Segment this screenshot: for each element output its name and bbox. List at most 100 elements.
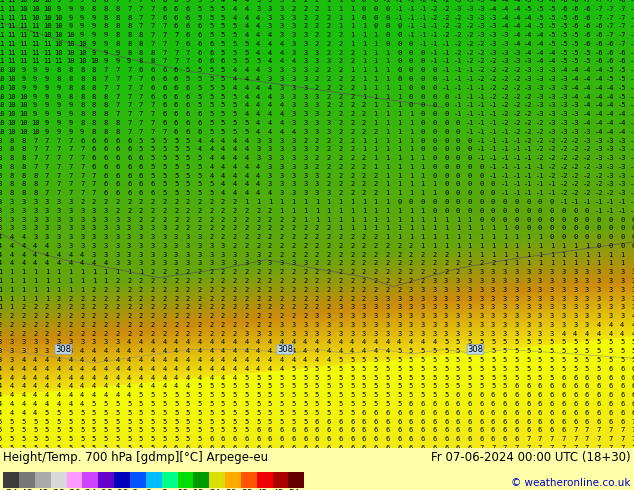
Text: 2: 2	[209, 313, 214, 319]
Text: 5: 5	[444, 340, 448, 345]
Text: 6: 6	[632, 401, 634, 407]
Text: 0: 0	[514, 208, 519, 214]
Text: 2: 2	[456, 261, 460, 267]
Text: -38: -38	[51, 489, 65, 490]
Text: 4: 4	[139, 348, 143, 354]
Text: 2: 2	[0, 322, 2, 328]
Text: 1: 1	[420, 155, 425, 161]
Text: 0: 0	[444, 94, 448, 99]
Text: 7: 7	[620, 445, 624, 451]
Text: 6: 6	[409, 445, 413, 451]
Text: 5: 5	[162, 401, 167, 407]
Text: 1: 1	[385, 58, 389, 65]
Text: 0: 0	[432, 138, 437, 144]
Text: 3: 3	[22, 225, 25, 231]
Text: 5: 5	[256, 410, 261, 416]
Text: 6: 6	[620, 383, 624, 390]
Text: 5: 5	[409, 357, 413, 363]
Text: 1: 1	[538, 252, 542, 258]
Text: 2: 2	[327, 234, 331, 240]
Text: 8: 8	[10, 138, 14, 144]
Text: 5: 5	[292, 401, 295, 407]
Bar	[273, 472, 288, 489]
Text: 8: 8	[92, 94, 96, 99]
Text: 2: 2	[303, 252, 307, 258]
Text: 4: 4	[186, 366, 190, 372]
Text: 5: 5	[362, 357, 366, 363]
Text: 7: 7	[150, 24, 155, 29]
Text: 3: 3	[303, 155, 307, 161]
Text: -3: -3	[571, 129, 579, 135]
Text: 2: 2	[444, 261, 448, 267]
Text: -1: -1	[512, 181, 521, 187]
Text: 1: 1	[45, 278, 49, 284]
Text: 7: 7	[491, 445, 495, 451]
Text: 0: 0	[467, 172, 472, 179]
Text: 6: 6	[420, 418, 425, 424]
Text: 2: 2	[221, 217, 225, 222]
Text: 6: 6	[620, 418, 624, 424]
Text: 2: 2	[339, 120, 342, 126]
Text: 10: 10	[55, 32, 63, 38]
Text: 6: 6	[432, 410, 437, 416]
Text: 5: 5	[327, 383, 331, 390]
Text: 3: 3	[573, 304, 578, 310]
Text: 7: 7	[632, 427, 634, 433]
Text: 2: 2	[92, 295, 96, 301]
Text: -2: -2	[595, 190, 603, 196]
Text: 2: 2	[397, 261, 401, 267]
Text: 1: 1	[526, 234, 531, 240]
Text: 7: 7	[45, 147, 49, 152]
Text: 1: 1	[385, 67, 389, 73]
Text: 2: 2	[139, 287, 143, 293]
Text: 1: 1	[550, 261, 554, 267]
Text: 4: 4	[292, 129, 295, 135]
Text: 3: 3	[280, 0, 284, 3]
Text: -4: -4	[583, 94, 592, 99]
Text: 5: 5	[550, 366, 554, 372]
Text: 3: 3	[315, 111, 319, 117]
Text: 3: 3	[174, 243, 178, 249]
Text: 0: 0	[444, 129, 448, 135]
Text: 7: 7	[150, 129, 155, 135]
Text: 4: 4	[103, 348, 108, 354]
Text: 10: 10	[31, 129, 39, 135]
Text: 5: 5	[221, 410, 225, 416]
Text: 3: 3	[350, 322, 354, 328]
Text: -5: -5	[571, 32, 579, 38]
Text: 6: 6	[186, 102, 190, 108]
Text: 5: 5	[268, 375, 272, 381]
Text: 0: 0	[420, 49, 425, 56]
Text: 2: 2	[162, 208, 167, 214]
Text: 1: 1	[103, 278, 108, 284]
Text: 0: 0	[467, 190, 472, 196]
Text: -3: -3	[618, 147, 626, 152]
Text: 6: 6	[562, 418, 566, 424]
Text: 3: 3	[56, 234, 61, 240]
Text: 3: 3	[280, 322, 284, 328]
Text: 10: 10	[8, 102, 16, 108]
Text: 0: 0	[385, 24, 389, 29]
Text: 11: 11	[8, 41, 16, 47]
Text: 3: 3	[221, 252, 225, 258]
Text: 7: 7	[80, 155, 84, 161]
Text: 0: 0	[479, 217, 484, 222]
Text: 1: 1	[444, 225, 448, 231]
Text: -2: -2	[595, 172, 603, 179]
Text: -2: -2	[477, 49, 486, 56]
Text: 4: 4	[245, 138, 249, 144]
Text: 0: 0	[491, 199, 495, 205]
Text: 0: 0	[456, 155, 460, 161]
Text: 3: 3	[397, 313, 401, 319]
Text: 5: 5	[362, 392, 366, 398]
Text: 3: 3	[420, 304, 425, 310]
Text: 2: 2	[45, 331, 49, 337]
Text: 3: 3	[444, 278, 448, 284]
Text: 2: 2	[315, 287, 319, 293]
Text: 0: 0	[420, 111, 425, 117]
Text: 4: 4	[280, 129, 284, 135]
Text: 1: 1	[68, 269, 72, 275]
Text: 10: 10	[0, 85, 4, 91]
Text: -4: -4	[559, 67, 568, 73]
Text: 4: 4	[174, 357, 178, 363]
